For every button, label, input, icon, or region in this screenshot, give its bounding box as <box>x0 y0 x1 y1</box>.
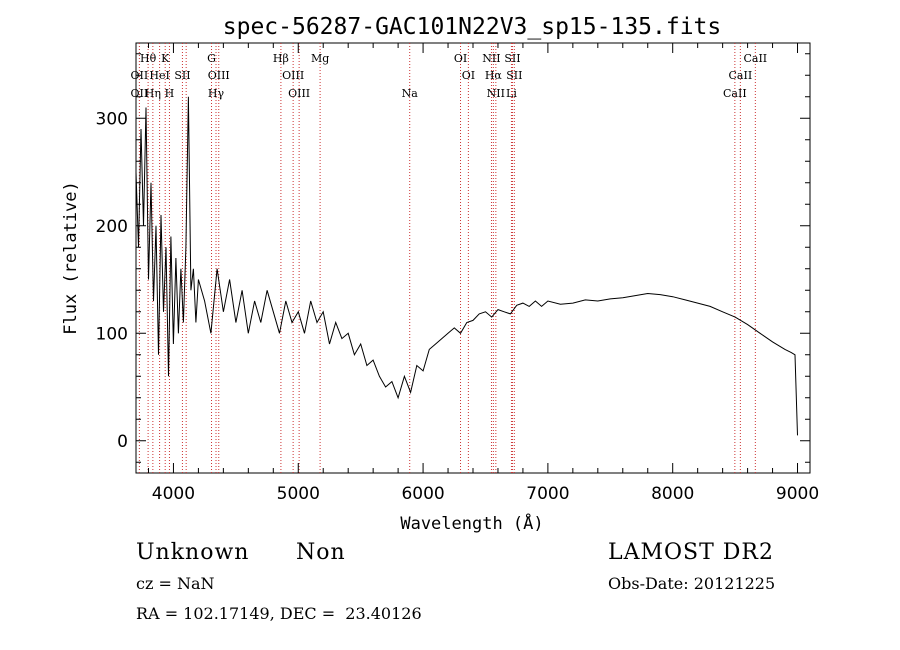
line-label-14: Mg <box>311 52 329 65</box>
spectral-line-labels: OIIOIIHθHηHeIKHSIIGOIIIHγHβOIIIOIIIMgNaO… <box>131 52 768 100</box>
x-tick-label-2: 6000 <box>401 484 444 504</box>
line-label-17: OI <box>462 69 475 82</box>
x-axis-label: Wavelength (Å) <box>400 512 543 534</box>
survey-name: LAMOST DR2 <box>608 540 774 565</box>
y-tick-label-0: 0 <box>117 432 128 452</box>
line-label-10: Hγ <box>208 87 225 100</box>
line-label-23: Li <box>506 87 517 100</box>
cz-value: cz = NaN <box>136 574 215 593</box>
line-label-2: Hθ <box>140 52 157 65</box>
y-axis-label: Flux (relative) <box>61 181 81 335</box>
y-tick-label-2: 200 <box>96 217 128 237</box>
line-label-22: NII <box>487 87 505 100</box>
line-label-1: OII <box>131 87 149 100</box>
object-class: Unknown <box>136 540 250 565</box>
y-axis: 0 100 200 300 <box>96 53 810 463</box>
line-label-4: HeI <box>149 69 169 82</box>
line-label-25: CaII <box>729 69 753 82</box>
y-tick-label-1: 100 <box>96 324 128 344</box>
spectral-line-markers <box>138 43 756 473</box>
x-axis: 4000 5000 6000 7000 8000 9000 <box>147 43 819 504</box>
spectrum-line <box>135 96 798 436</box>
line-label-19: SII <box>504 52 520 65</box>
line-label-16: OI <box>454 52 467 65</box>
line-label-20: Hα <box>485 69 503 82</box>
line-label-11: Hβ <box>273 52 289 65</box>
line-label-26: CaII <box>723 87 747 100</box>
y-tick-label-3: 300 <box>96 109 128 129</box>
object-subclass: Non <box>296 540 346 565</box>
x-tick-label-4: 8000 <box>651 484 694 504</box>
chart-title: spec-56287-GAC101N22V3_sp15-135.fits <box>223 14 722 40</box>
line-label-18: NII <box>482 52 500 65</box>
line-label-24: CaII <box>743 52 767 65</box>
line-label-13: OIII <box>288 87 310 100</box>
line-label-8: G <box>207 52 216 65</box>
line-label-3: Hη <box>145 87 161 100</box>
line-label-12: OIII <box>282 69 304 82</box>
x-tick-label-5: 9000 <box>776 484 819 504</box>
line-label-7: SII <box>174 69 190 82</box>
x-tick-label-0: 4000 <box>152 484 195 504</box>
coordinates: RA = 102.17149, DEC = 23.40126 <box>136 604 422 623</box>
x-tick-label-1: 5000 <box>277 484 320 504</box>
line-label-5: K <box>161 52 170 65</box>
line-label-6: H <box>165 87 175 100</box>
x-tick-label-3: 7000 <box>526 484 569 504</box>
line-label-15: Na <box>402 87 419 100</box>
line-label-21: SII <box>506 69 522 82</box>
line-label-9: OIII <box>208 69 230 82</box>
obs-date: Obs-Date: 20121225 <box>608 574 776 593</box>
plot-frame <box>135 42 811 474</box>
